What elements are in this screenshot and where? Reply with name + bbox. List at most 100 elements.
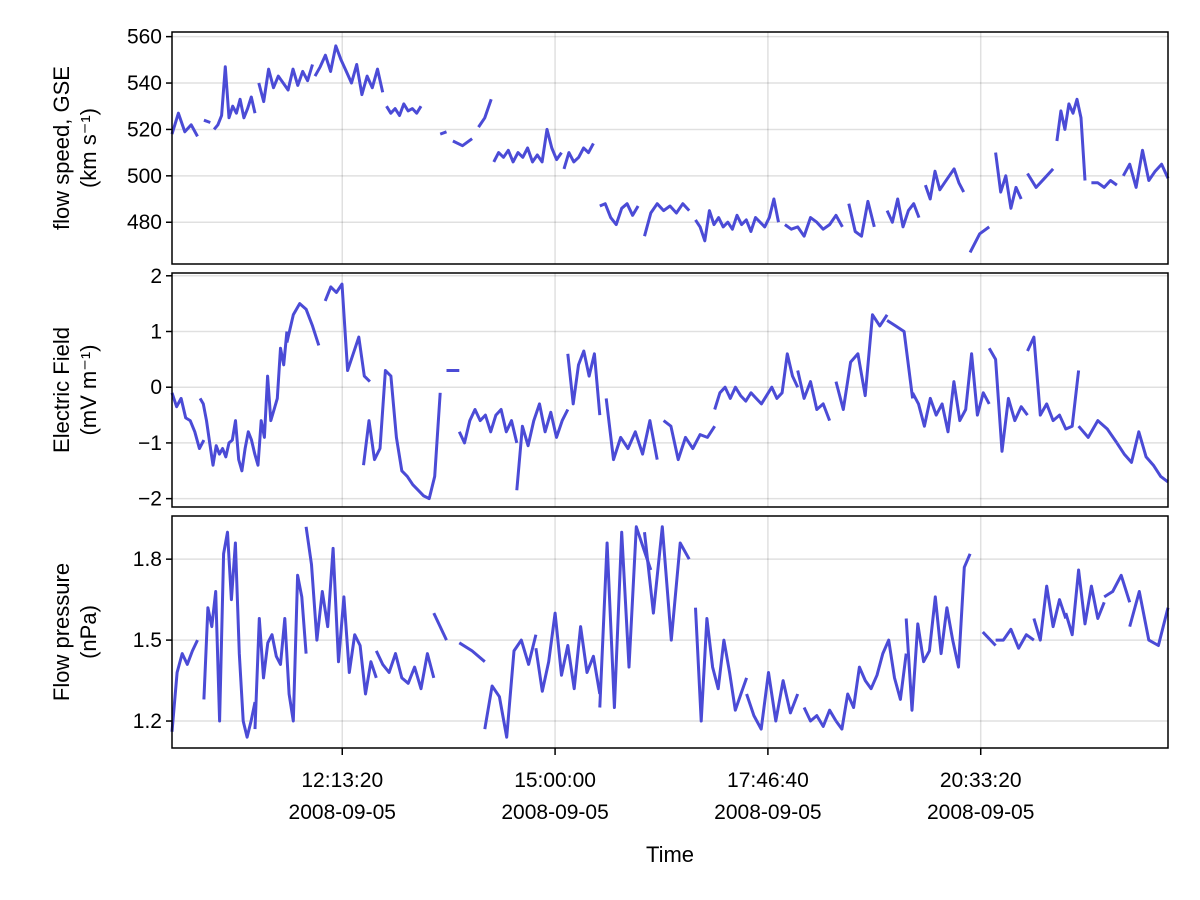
flow-pressure-series-segment-6 (458, 641, 486, 663)
panel-flow-pressure-yticks: 1.2 1.5 1.8 (133, 548, 172, 733)
electric-field-series-segment-16 (987, 347, 1029, 453)
flow-pressure-series-segment-3 (304, 526, 378, 696)
electric-field-series-segment-3 (323, 282, 371, 383)
panel-flow-pressure-ylabel-line2: (nPa) (76, 605, 101, 659)
x-axis-label: Time (646, 842, 694, 867)
electric-field-series-segment-19 (1115, 430, 1169, 484)
flow-pressure-series-segment-4 (374, 650, 436, 691)
electric-field-ytick-label-0: −2 (138, 488, 162, 511)
flow-speed-ytick-label-1: 500 (127, 165, 162, 188)
electric-field-series-segment-13 (834, 313, 889, 411)
flow-pressure-ytick-label-1: 1.5 (133, 629, 162, 652)
flow-speed-ytick-label-0: 480 (127, 211, 162, 234)
flow-speed-series-segment-10 (562, 142, 595, 170)
electric-field-series-segment-8 (566, 349, 602, 416)
x-tick-date-0: 2008-09-05 (289, 801, 396, 824)
flow-pressure-series-segment-12 (745, 671, 800, 731)
electric-field-series-segment-11 (713, 352, 800, 410)
panel-flow-speed-frame (171, 31, 1169, 265)
flow-speed-series-segment-13 (694, 197, 780, 243)
flow-speed-series-segment-4 (313, 44, 385, 97)
electric-field-series-segment-17 (1026, 335, 1081, 431)
flow-speed-series-segment-12 (643, 202, 691, 237)
panel-flow-pressure-frame (171, 515, 1169, 749)
flow-speed-series-segment-1 (203, 118, 211, 124)
panel-electric-field-frame (171, 272, 1169, 508)
electric-field-series-segment-14 (886, 319, 915, 399)
panel-flow-speed-grid (172, 32, 1168, 264)
x-axis-ticks: 12:13:20 2008-09-05 15:00:00 2008-09-05 17:4… (289, 748, 1034, 824)
flow-speed-series-segment-18 (968, 225, 991, 254)
flow-pressure-series-segment-14 (834, 638, 908, 731)
electric-field-series-segment-10 (662, 419, 716, 462)
x-tick-time-1: 15:00:00 (514, 769, 596, 792)
x-tick-time-3: 20:33:20 (940, 769, 1022, 792)
panel-electric-field-ylabel-line2: (mV m⁻¹) (76, 344, 101, 435)
flow-pressure-series-segment-9 (598, 525, 653, 709)
panel-flow-speed-ylabel-line1: flow speed, GSE (49, 66, 74, 230)
panel-electric-field-ylabel-line1: Electric Field (49, 327, 74, 453)
electric-field-series-segment-2 (285, 302, 321, 346)
x-tick-date-3: 2008-09-05 (927, 801, 1034, 824)
flow-speed-series-segment-23 (1121, 148, 1170, 189)
electric-field-ytick-label-4: 2 (150, 265, 162, 288)
flow-pressure-series-segment-19 (1064, 568, 1106, 637)
flow-speed-series-segment-14 (784, 213, 844, 238)
flow-speed-series-segment-21 (1055, 97, 1087, 181)
flow-speed-series-segment-19 (994, 152, 1023, 210)
flow-pressure-series-segment-13 (802, 706, 838, 728)
panel-flow-speed-series (170, 44, 1170, 254)
flow-speed-series-segment-3 (257, 64, 314, 104)
panel-electric-field-yticks: −2 −1 0 1 2 (138, 265, 172, 511)
flow-speed-series-segment-17 (923, 167, 966, 201)
electric-field-series-segment-15 (911, 352, 991, 434)
flow-speed-series-segment-15 (847, 199, 876, 238)
flow-pressure-series-segment-7 (483, 634, 538, 739)
flow-pressure-series-segment-15 (904, 553, 972, 712)
flow-pressure-ytick-label-0: 1.2 (133, 710, 162, 733)
electric-field-ytick-label-1: −1 (138, 432, 162, 455)
electric-field-series-segment-1 (198, 331, 289, 473)
electric-field-series-segment-12 (796, 370, 832, 422)
flow-speed-series-segment-5 (385, 102, 423, 117)
panel-flow-speed-ylabel-line2: (km s⁻¹) (76, 108, 101, 188)
electric-field-ytick-label-2: 0 (150, 376, 162, 399)
flow-speed-series-segment-9 (492, 127, 563, 164)
flow-pressure-series-segment-18 (1032, 584, 1068, 642)
flow-speed-series-segment-0 (170, 111, 199, 138)
panel-flow-pressure-ylabel-line1: Flow pressure (49, 563, 74, 701)
panel-electric-field-grid (172, 273, 1168, 507)
flow-speed-series-segment-16 (885, 197, 921, 229)
panel-electric-field-series (170, 282, 1169, 501)
flow-pressure-series-segment-1 (202, 530, 257, 739)
flow-speed-series-segment-6 (439, 130, 448, 136)
panel-flow-speed: 480 500 520 540 560 flow speed, GSE (km s⁻¹) (49, 26, 1170, 265)
panel-flow-pressure: 1.2 1.5 1.8 Flow pressure (nPa) (49, 515, 1170, 749)
panel-flow-speed-yticks: 480 500 520 540 560 (127, 26, 172, 234)
flow-speed-ytick-label-3: 540 (127, 72, 162, 95)
flow-speed-series-segment-11 (599, 202, 640, 227)
flow-speed-series-segment-20 (1026, 167, 1055, 189)
flow-pressure-series-segment-17 (995, 627, 1035, 650)
flow-speed-ytick-label-4: 560 (127, 26, 162, 49)
flow-pressure-series-segment-2 (253, 573, 308, 730)
x-tick-date-1: 2008-09-05 (501, 801, 608, 824)
x-tick-date-2: 2008-09-05 (714, 801, 821, 824)
electric-field-series-segment-4 (362, 369, 442, 501)
flow-speed-series-segment-22 (1091, 179, 1118, 189)
flow-pressure-series-segment-0 (170, 639, 199, 732)
flow-pressure-ytick-label-2: 1.8 (133, 548, 162, 571)
electric-field-series-segment-18 (1077, 419, 1119, 444)
electric-field-series-segment-7 (515, 402, 570, 491)
flow-pressure-series-segment-5 (432, 612, 448, 641)
electric-field-ytick-label-3: 1 (150, 321, 162, 344)
panel-flow-pressure-series (170, 525, 1170, 739)
flow-pressure-series-segment-8 (534, 611, 602, 695)
flow-speed-series-segment-8 (477, 98, 493, 128)
electric-field-series-segment-6 (457, 408, 519, 445)
flow-pressure-series-segment-20 (1103, 573, 1132, 603)
x-tick-time-2: 17:46:40 (727, 769, 809, 792)
flow-pressure-series-segment-11 (694, 607, 749, 723)
flow-speed-series-segment-2 (212, 65, 257, 131)
flow-pressure-series-segment-16 (981, 630, 997, 647)
